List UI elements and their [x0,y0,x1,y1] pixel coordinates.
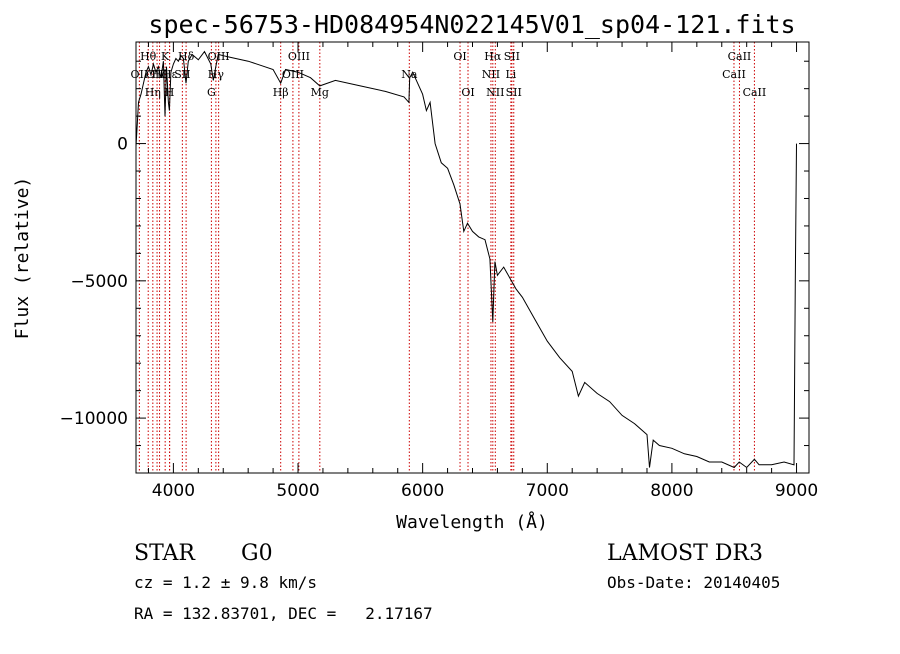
line-label: SII [504,50,520,63]
line-label: OII [131,68,149,81]
line-label: CaII [743,86,767,99]
line-label: OIII [288,50,310,63]
x-tick-label: 4000 [152,481,195,501]
line-label: NII [486,86,504,99]
y-tick-label: −10000 [60,409,128,429]
obs-date: Obs-Date: 20140405 [607,573,780,592]
line-label: Hδ [178,50,195,63]
object-class: STAR [134,541,196,566]
line-label: OIII [208,50,230,63]
x-tick-label: 8000 [650,481,693,501]
line-label: Hθ [140,50,157,63]
redshift-text: cz = 1.2 ± 9.8 km/s [134,573,317,592]
line-label: Hα [484,50,502,63]
line-label: SII [506,86,522,99]
line-label: NII [482,68,500,81]
line-label: CaII [728,50,752,63]
plot-frame [135,41,810,474]
x-tick-label: 5000 [276,481,319,501]
line-label: OI [453,50,466,63]
spectral-line-labels: OIIHθHηOIIIHζKHHεSIIHδGHγOIIIHβOIIIOIIIM… [131,50,767,99]
spectrum-line [135,50,797,469]
line-label: K [161,50,170,63]
line-label: Hβ [273,86,289,99]
spectral-line-markers [138,42,755,473]
line-label: OI [461,86,474,99]
x-tick-label: 9000 [775,481,818,501]
line-label: Hη [145,86,161,99]
line-label: Mg [311,86,329,99]
line-label: OIII [282,68,304,81]
y-axis-label: Flux (relative) [12,177,33,340]
line-label: CaII [722,68,746,81]
line-label: G [207,86,216,99]
line-label: Li [505,68,516,81]
object-subclass: G0 [241,541,273,566]
x-tick-label: 6000 [401,481,444,501]
x-tick-label: 7000 [526,481,569,501]
survey-name: LAMOST DR3 [607,541,763,566]
chart-title: spec-56753-HD084954N022145V01_sp04-121.f… [148,10,795,39]
y-axis-ticks: 0 −5000 −10000 [60,60,809,474]
line-label: H [165,86,175,99]
y-tick-label: 0 [117,135,128,155]
x-axis-ticks: 4000 5000 6000 7000 8000 9000 [147,42,818,501]
line-label: Hγ [208,68,225,81]
coordinates-text: RA = 132.83701, DEC = 2.17167 [134,604,433,623]
x-axis-label: Wavelength (Å) [396,511,548,533]
y-tick-label: −5000 [70,272,128,292]
line-label: SII [174,68,190,81]
line-label: Na [401,68,418,81]
